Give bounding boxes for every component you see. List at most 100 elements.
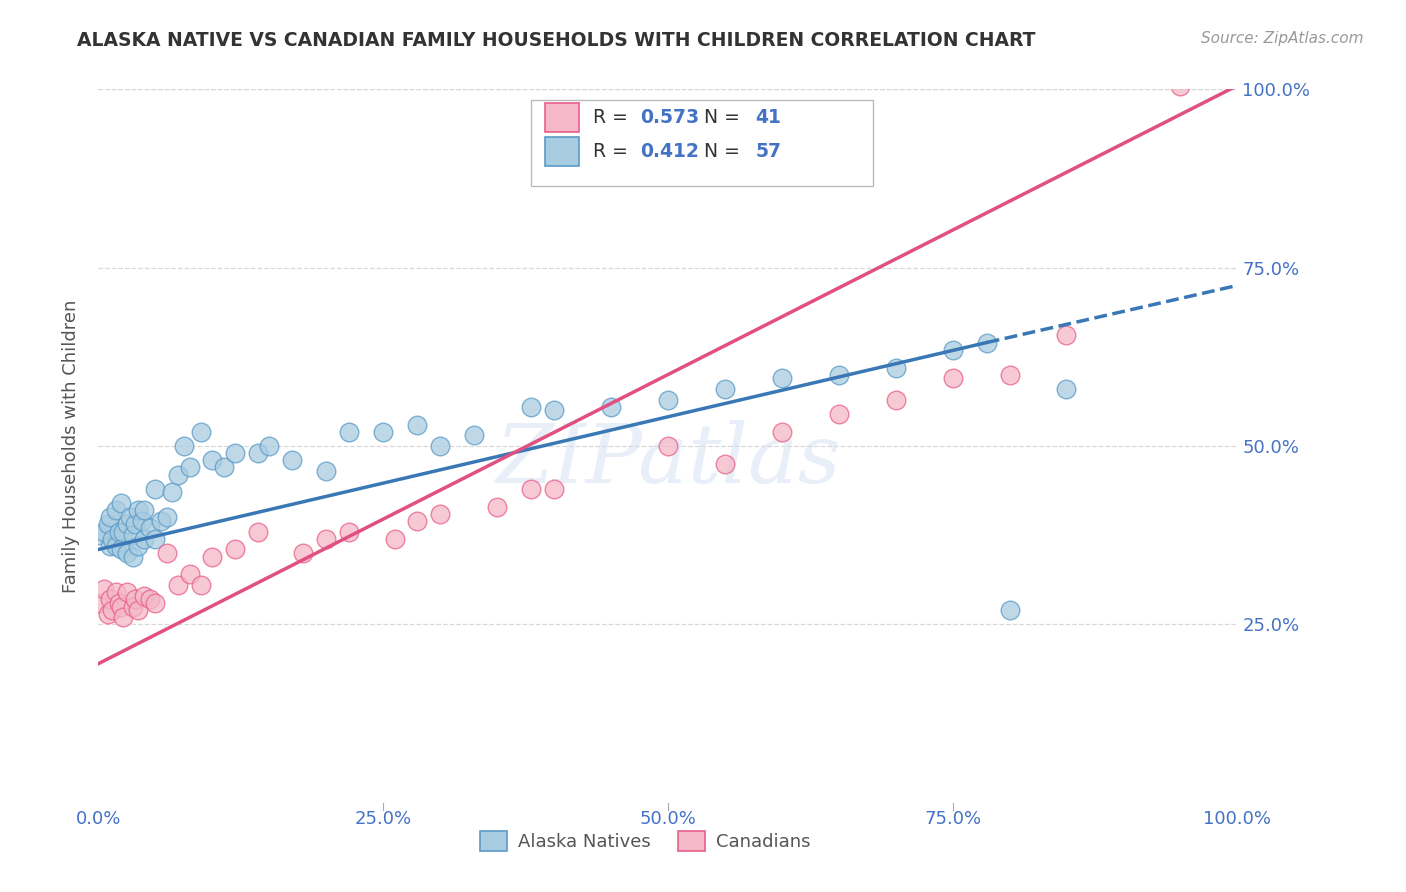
FancyBboxPatch shape (546, 137, 579, 166)
Point (124, 517, 146, 532)
Text: Source: ZipAtlas.com: Source: ZipAtlas.com (1201, 31, 1364, 46)
Point (406, 514, 429, 528)
Point (224, 542, 246, 557)
Point (1054, 328, 1078, 343)
Point (463, 428, 485, 442)
Point (520, 482, 543, 496)
Text: N =: N = (704, 142, 747, 161)
Point (101, 532, 124, 546)
Point (942, 343, 965, 357)
Point (212, 460, 235, 475)
Text: ALASKA NATIVE VS CANADIAN FAMILY HOUSEHOLDS WITH CHILDREN CORRELATION CHART: ALASKA NATIVE VS CANADIAN FAMILY HOUSEHO… (77, 31, 1036, 50)
Point (600, 400, 623, 414)
Point (138, 592, 160, 607)
Point (1170, 78, 1192, 93)
Point (132, 503, 155, 517)
Point (104, 503, 127, 517)
Point (131, 514, 153, 528)
Point (201, 453, 224, 467)
Point (132, 589, 155, 603)
Point (657, 439, 679, 453)
Point (127, 539, 149, 553)
Point (156, 546, 179, 560)
Point (93, 582, 115, 596)
Point (108, 524, 131, 539)
Point (884, 360, 907, 375)
Point (173, 439, 195, 453)
Point (98, 510, 121, 524)
Point (406, 417, 429, 432)
Point (98, 539, 121, 553)
Point (145, 596, 167, 610)
Point (93, 524, 115, 539)
Point (96, 607, 118, 621)
Point (246, 446, 269, 460)
Point (138, 521, 160, 535)
Point (770, 371, 793, 385)
FancyBboxPatch shape (531, 100, 873, 186)
Text: ZIPatlas: ZIPatlas (495, 420, 841, 500)
Point (96, 517, 118, 532)
Point (190, 578, 212, 592)
Point (292, 546, 315, 560)
Point (145, 532, 167, 546)
Text: 0.573: 0.573 (641, 108, 700, 128)
Point (315, 464, 337, 478)
Point (315, 532, 337, 546)
Point (942, 371, 965, 385)
Point (486, 500, 509, 514)
Text: 57: 57 (755, 142, 782, 161)
Point (121, 549, 143, 564)
Point (124, 592, 146, 607)
Text: N =: N = (704, 108, 747, 128)
Point (976, 335, 998, 350)
Point (156, 510, 179, 524)
Point (112, 524, 135, 539)
Point (101, 603, 124, 617)
Point (132, 532, 155, 546)
Point (224, 446, 246, 460)
Point (384, 532, 406, 546)
Point (110, 496, 132, 510)
Text: R =: R = (593, 142, 634, 161)
Point (429, 439, 451, 453)
Point (201, 549, 224, 564)
Point (179, 460, 201, 475)
Point (150, 514, 173, 528)
Point (520, 400, 543, 414)
Text: 0.412: 0.412 (641, 142, 699, 161)
Legend: Alaska Natives, Canadians: Alaska Natives, Canadians (472, 823, 817, 858)
Point (167, 467, 190, 482)
Point (998, 603, 1021, 617)
Point (543, 482, 565, 496)
Point (337, 425, 360, 439)
Point (828, 368, 851, 382)
Point (104, 585, 127, 599)
Point (714, 457, 737, 471)
Point (543, 403, 565, 417)
Point (115, 546, 138, 560)
Point (115, 517, 138, 532)
Point (371, 425, 394, 439)
Point (714, 382, 737, 396)
Point (1054, 382, 1078, 396)
Point (337, 524, 360, 539)
Point (121, 528, 143, 542)
Point (884, 392, 907, 407)
Point (998, 368, 1021, 382)
Point (259, 439, 281, 453)
Point (112, 610, 135, 624)
Point (104, 539, 127, 553)
Point (770, 425, 793, 439)
Point (246, 524, 269, 539)
Point (127, 503, 149, 517)
Point (167, 578, 190, 592)
Point (828, 407, 851, 421)
Text: R =: R = (593, 108, 634, 128)
Point (108, 596, 131, 610)
Point (429, 507, 451, 521)
Point (162, 485, 184, 500)
Point (87, 596, 110, 610)
Point (190, 425, 212, 439)
Point (281, 453, 304, 467)
